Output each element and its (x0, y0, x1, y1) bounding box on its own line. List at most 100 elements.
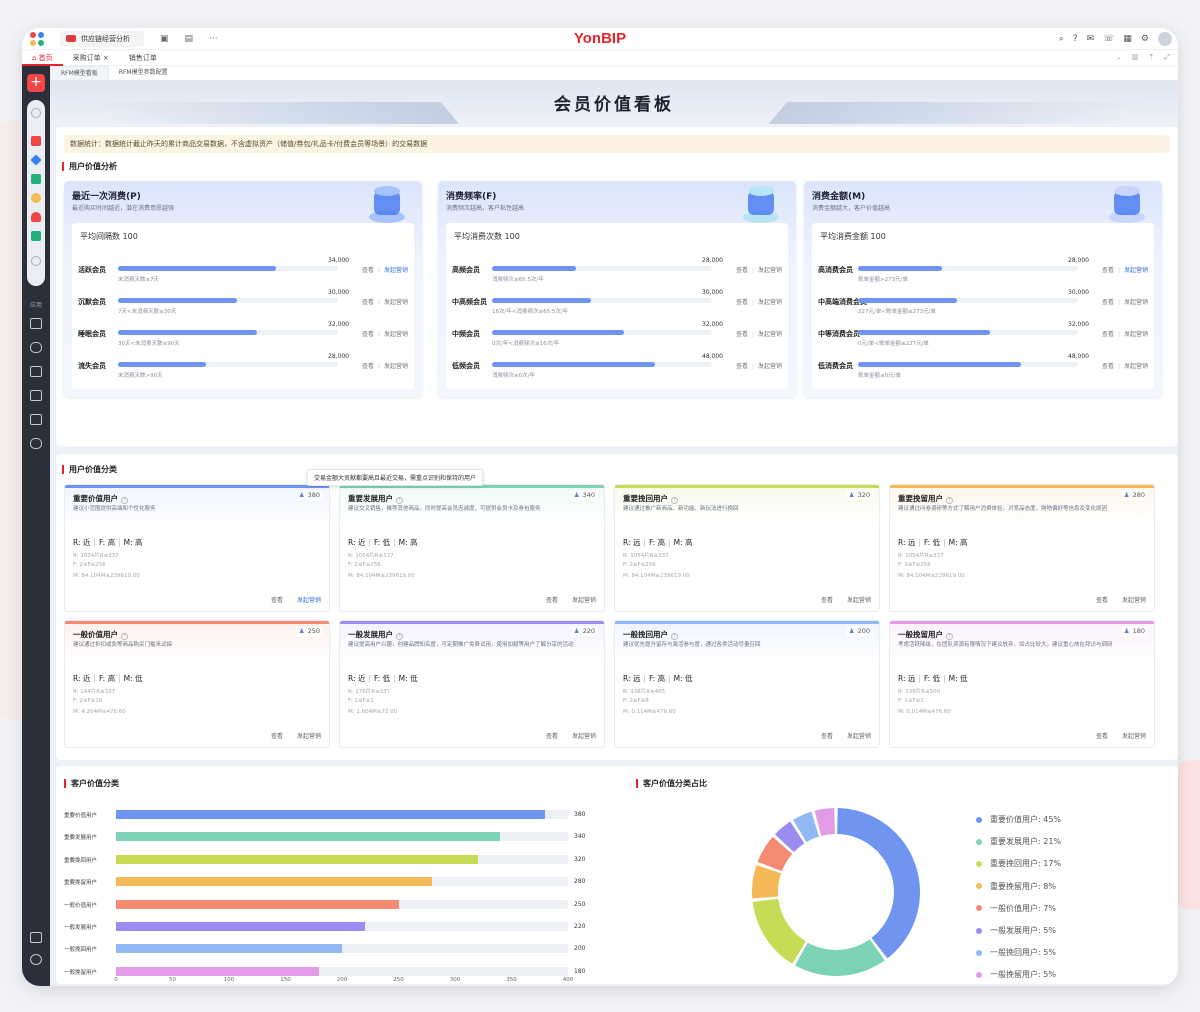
market-link[interactable]: 发起营销 (1123, 331, 1148, 338)
legend-item[interactable]: 一般价值用户: 7% (976, 903, 1056, 914)
help-icon[interactable]: ? (396, 497, 403, 504)
donut-slice[interactable] (774, 821, 805, 853)
help-icon[interactable]: ? (671, 497, 678, 504)
view-link[interactable]: 查看 (361, 267, 374, 274)
help-icon[interactable]: ? (396, 633, 403, 640)
message-icon[interactable] (30, 342, 42, 353)
search-icon[interactable]: ⌕ (1058, 34, 1064, 44)
legend-item[interactable]: 一般挽留用户: 5% (976, 969, 1056, 980)
market-link[interactable]: 发起营销 (571, 733, 596, 740)
market-link[interactable]: 发起营销 (383, 299, 408, 306)
help-icon[interactable]: ? (946, 633, 953, 640)
app-grid-icon[interactable] (30, 31, 44, 46)
legend-item[interactable]: 重要发展用户: 21% (976, 836, 1061, 847)
view-link[interactable]: 查看 (545, 733, 558, 740)
user-icon[interactable] (31, 212, 41, 222)
search-icon[interactable] (31, 108, 41, 118)
view-link[interactable]: 查看 (735, 331, 748, 338)
service-icon[interactable]: ☏ (1103, 34, 1115, 44)
market-link[interactable]: 发起营销 (1123, 363, 1148, 370)
market-link[interactable]: 发起营销 (571, 597, 596, 604)
market-link[interactable]: 发起营销 (1121, 597, 1146, 604)
donut-slice[interactable] (837, 808, 920, 959)
clock-icon[interactable] (31, 256, 41, 266)
view-link[interactable]: 查看 (361, 299, 374, 306)
split-icon[interactable]: ▥ (1131, 53, 1139, 61)
more-icon[interactable]: ··· (209, 33, 218, 44)
legend-item[interactable]: 重要挽留用户: 8% (976, 881, 1056, 892)
layout-icon[interactable]: ▤ (184, 33, 194, 44)
help-icon[interactable]: ? (121, 633, 128, 640)
donut-slice[interactable] (752, 898, 806, 964)
view-link[interactable]: 查看 (820, 733, 833, 740)
bar[interactable] (116, 832, 501, 842)
tab-sales-order[interactable]: 销售订单 (119, 50, 167, 66)
bar[interactable] (116, 899, 399, 909)
view-link[interactable]: 查看 (735, 363, 748, 370)
legend-item[interactable]: 重要价值用户: 45% (976, 814, 1061, 825)
help-icon[interactable]: ? (671, 633, 678, 640)
bar[interactable] (116, 922, 365, 931)
fullscreen-icon[interactable]: ⤢ (1164, 53, 1170, 61)
help-icon[interactable]: ? (121, 497, 128, 504)
donut-slice[interactable] (814, 808, 835, 836)
view-link[interactable]: 查看 (361, 331, 374, 338)
market-link[interactable]: 发起营销 (1123, 267, 1148, 274)
view-link[interactable]: 查看 (270, 733, 283, 740)
bar[interactable] (116, 944, 342, 954)
view-link[interactable]: 查看 (735, 267, 748, 274)
market-link[interactable]: 发起营销 (757, 299, 782, 306)
print-icon[interactable] (30, 414, 42, 425)
market-link[interactable]: 发起营销 (757, 331, 782, 338)
legend-item[interactable]: 重要挽回用户: 17% (976, 858, 1061, 869)
doc-icon[interactable] (31, 174, 41, 184)
help-icon[interactable]: ? (1072, 34, 1078, 44)
donut-slice[interactable] (795, 939, 885, 976)
view-link[interactable]: 查看 (735, 299, 748, 306)
view-link[interactable]: 查看 (1101, 267, 1114, 274)
market-link[interactable]: 发起营销 (296, 597, 321, 604)
chart-icon[interactable] (31, 136, 41, 146)
view-link[interactable]: 查看 (361, 363, 374, 370)
market-link[interactable]: 发起营销 (296, 733, 321, 740)
market-link[interactable]: 发起营销 (383, 267, 408, 274)
market-link[interactable]: 发起营销 (1121, 733, 1146, 740)
bar[interactable] (116, 854, 478, 864)
tab-rfm-board[interactable]: RFM模型看板 (50, 66, 109, 80)
pin-icon[interactable]: ⇡ (1148, 53, 1155, 61)
market-link[interactable]: 发起营销 (383, 363, 408, 370)
window-icon[interactable]: ▣ (160, 33, 169, 44)
market-link[interactable]: 发起营销 (846, 597, 871, 604)
donut-slice[interactable] (757, 836, 793, 872)
view-link[interactable]: 查看 (820, 597, 833, 604)
report-icon[interactable] (30, 366, 42, 377)
view-link[interactable]: 查看 (1095, 597, 1108, 604)
bar[interactable] (116, 877, 433, 887)
view-link[interactable]: 查看 (1095, 733, 1108, 740)
view-link[interactable]: 查看 (1101, 331, 1114, 338)
view-link[interactable]: 查看 (1101, 363, 1114, 370)
view-link[interactable]: 查看 (270, 597, 283, 604)
tab-purchase-order[interactable]: 采购订单 × (72, 53, 109, 62)
bar[interactable] (116, 966, 320, 976)
notification-icon[interactable]: ✉ (1086, 34, 1095, 44)
add-button[interactable]: + (27, 74, 45, 92)
calendar-icon[interactable] (30, 390, 42, 401)
tab-rfm-config[interactable]: RFM模型参数配置 (118, 69, 168, 76)
donut-slice[interactable] (752, 864, 782, 899)
tab-home[interactable]: ⌂ 首页 (22, 50, 63, 66)
help-icon[interactable]: ? (946, 497, 953, 504)
folder-bottom-icon[interactable] (30, 932, 42, 943)
settings-icon[interactable]: ⚙ (1140, 34, 1149, 44)
star-icon[interactable] (31, 193, 41, 203)
comment-icon[interactable] (30, 438, 42, 449)
donut-slice[interactable] (793, 811, 819, 843)
view-link[interactable]: 查看 (545, 597, 558, 604)
avatar[interactable] (1158, 32, 1172, 46)
legend-item[interactable]: 一般发展用户: 5% (976, 925, 1056, 936)
view-link[interactable]: 查看 (1101, 299, 1114, 306)
calendar-icon[interactable]: ▦ (1123, 34, 1132, 44)
market-link[interactable]: 发起营销 (757, 363, 782, 370)
market-link[interactable]: 发起营销 (1123, 299, 1148, 306)
market-link[interactable]: 发起营销 (383, 331, 408, 338)
